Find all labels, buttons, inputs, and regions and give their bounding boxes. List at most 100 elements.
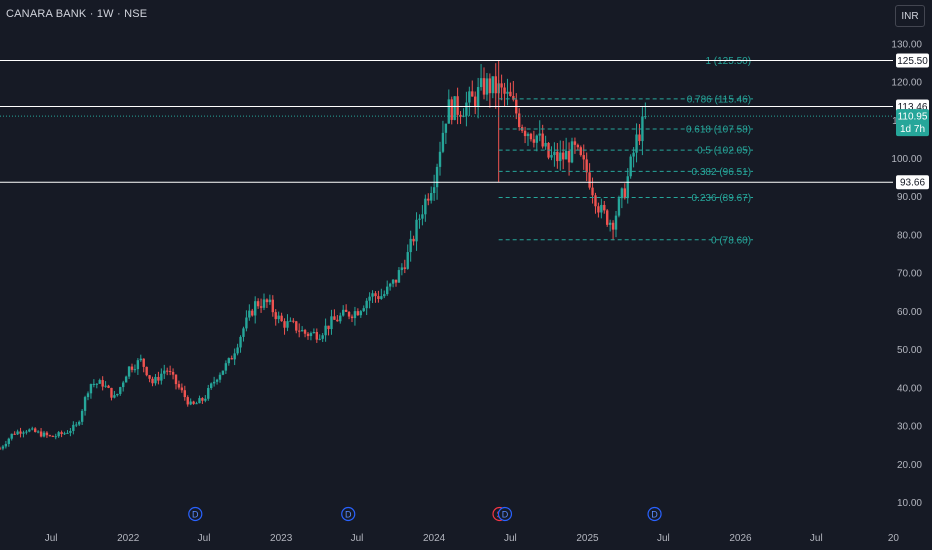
last-price-label: 110.95 [898, 112, 928, 123]
marker-label: D [192, 510, 199, 520]
fib-level-label: 0 (78.60) [711, 235, 751, 246]
marker-circle [188, 506, 203, 522]
candle-body [204, 398, 207, 401]
candle-body [0, 448, 2, 450]
candle-body [523, 130, 527, 137]
candle-body [435, 166, 439, 188]
candle-body [286, 321, 289, 328]
candle-body [221, 370, 225, 375]
candle-body [562, 152, 565, 160]
candle-body [239, 336, 242, 348]
candle-body [42, 432, 46, 437]
candle-body [488, 78, 492, 94]
fib-level-label: 1 (125.50) [705, 56, 751, 67]
candle-body [306, 333, 310, 337]
y-tick-label: 30.00 [897, 422, 922, 433]
level-price-label: 125.50 [897, 56, 928, 67]
candle-body [54, 436, 57, 438]
candle-body [468, 91, 471, 103]
candle-body [283, 321, 286, 328]
x-tick-label: Jul [45, 533, 58, 544]
candle-body [166, 370, 169, 372]
candle-body [588, 172, 591, 188]
candle-body [233, 353, 236, 360]
candle-body [386, 286, 389, 295]
level-price-label: 93.66 [900, 178, 925, 189]
candle-body [251, 310, 254, 316]
candle-body [459, 114, 462, 117]
candle-body [579, 147, 583, 156]
y-tick-label: 120.00 [891, 78, 922, 89]
candle-body [201, 398, 204, 401]
currency-button[interactable]: INR [895, 5, 925, 27]
candle-body [312, 331, 316, 334]
candle-body [535, 135, 539, 143]
y-tick-label: 90.00 [897, 192, 922, 203]
fib-level-label: 0.786 (115.46) [687, 94, 751, 105]
candle-body [154, 376, 157, 384]
y-tick-label: 130.00 [891, 39, 922, 50]
candle-body [512, 96, 515, 100]
candle-body [28, 429, 31, 432]
candle-body [303, 330, 307, 334]
candle-body [151, 378, 154, 384]
candle-body [10, 433, 13, 439]
marker-label: D [502, 510, 509, 520]
candle-body [600, 204, 603, 213]
candle-body [160, 373, 163, 381]
fib-level-label: 0.382 (96.51) [692, 167, 752, 178]
candle-body [25, 431, 28, 433]
candle-body [550, 155, 553, 158]
candle-body [570, 141, 574, 163]
candle-body [544, 142, 547, 147]
candle-body [98, 380, 101, 384]
candle-body [327, 325, 330, 330]
candle-body [289, 320, 292, 322]
candle-body [506, 91, 509, 94]
candle-body [538, 133, 541, 136]
dividend-marker[interactable]: D [647, 506, 662, 522]
candle-body [309, 333, 313, 337]
candle-body [532, 139, 536, 143]
candle-body [403, 267, 407, 269]
candle-body [626, 176, 629, 199]
candle-body [494, 76, 497, 94]
candle-body [518, 113, 521, 128]
candle-body [254, 301, 257, 316]
candle-body [614, 215, 618, 230]
x-tick-label: Jul [810, 533, 823, 544]
candle-body [110, 387, 113, 398]
candle-body [582, 155, 585, 160]
candle-body [397, 270, 401, 283]
candle-body [333, 316, 336, 320]
dividend-marker[interactable]: D [497, 506, 513, 522]
candle-body [242, 328, 245, 337]
candle-body [195, 403, 198, 405]
candle-body [438, 151, 442, 167]
marker-circle [647, 506, 662, 522]
candle-body [51, 435, 55, 437]
candle-body [262, 299, 266, 308]
candle-body [127, 366, 131, 377]
candle-body [526, 133, 530, 137]
candle-body [104, 385, 107, 387]
x-tick-label: 2024 [423, 533, 446, 544]
x-tick-label: 20 [888, 533, 900, 544]
candle-body [19, 431, 22, 434]
candle-body [92, 383, 96, 385]
candle-body [388, 283, 392, 287]
candle-body [591, 187, 594, 196]
dividend-marker[interactable]: D [341, 506, 356, 522]
candle-body [447, 99, 451, 124]
candle-body [427, 198, 430, 201]
candle-body [148, 375, 151, 379]
candle-body [210, 383, 213, 389]
candle-body [101, 380, 104, 387]
candle-body [63, 433, 66, 435]
candle-body [377, 296, 380, 299]
candle-body [142, 358, 145, 367]
candle-body [465, 102, 468, 116]
dividend-marker[interactable]: D [188, 506, 203, 522]
x-tick-label: Jul [504, 533, 517, 544]
